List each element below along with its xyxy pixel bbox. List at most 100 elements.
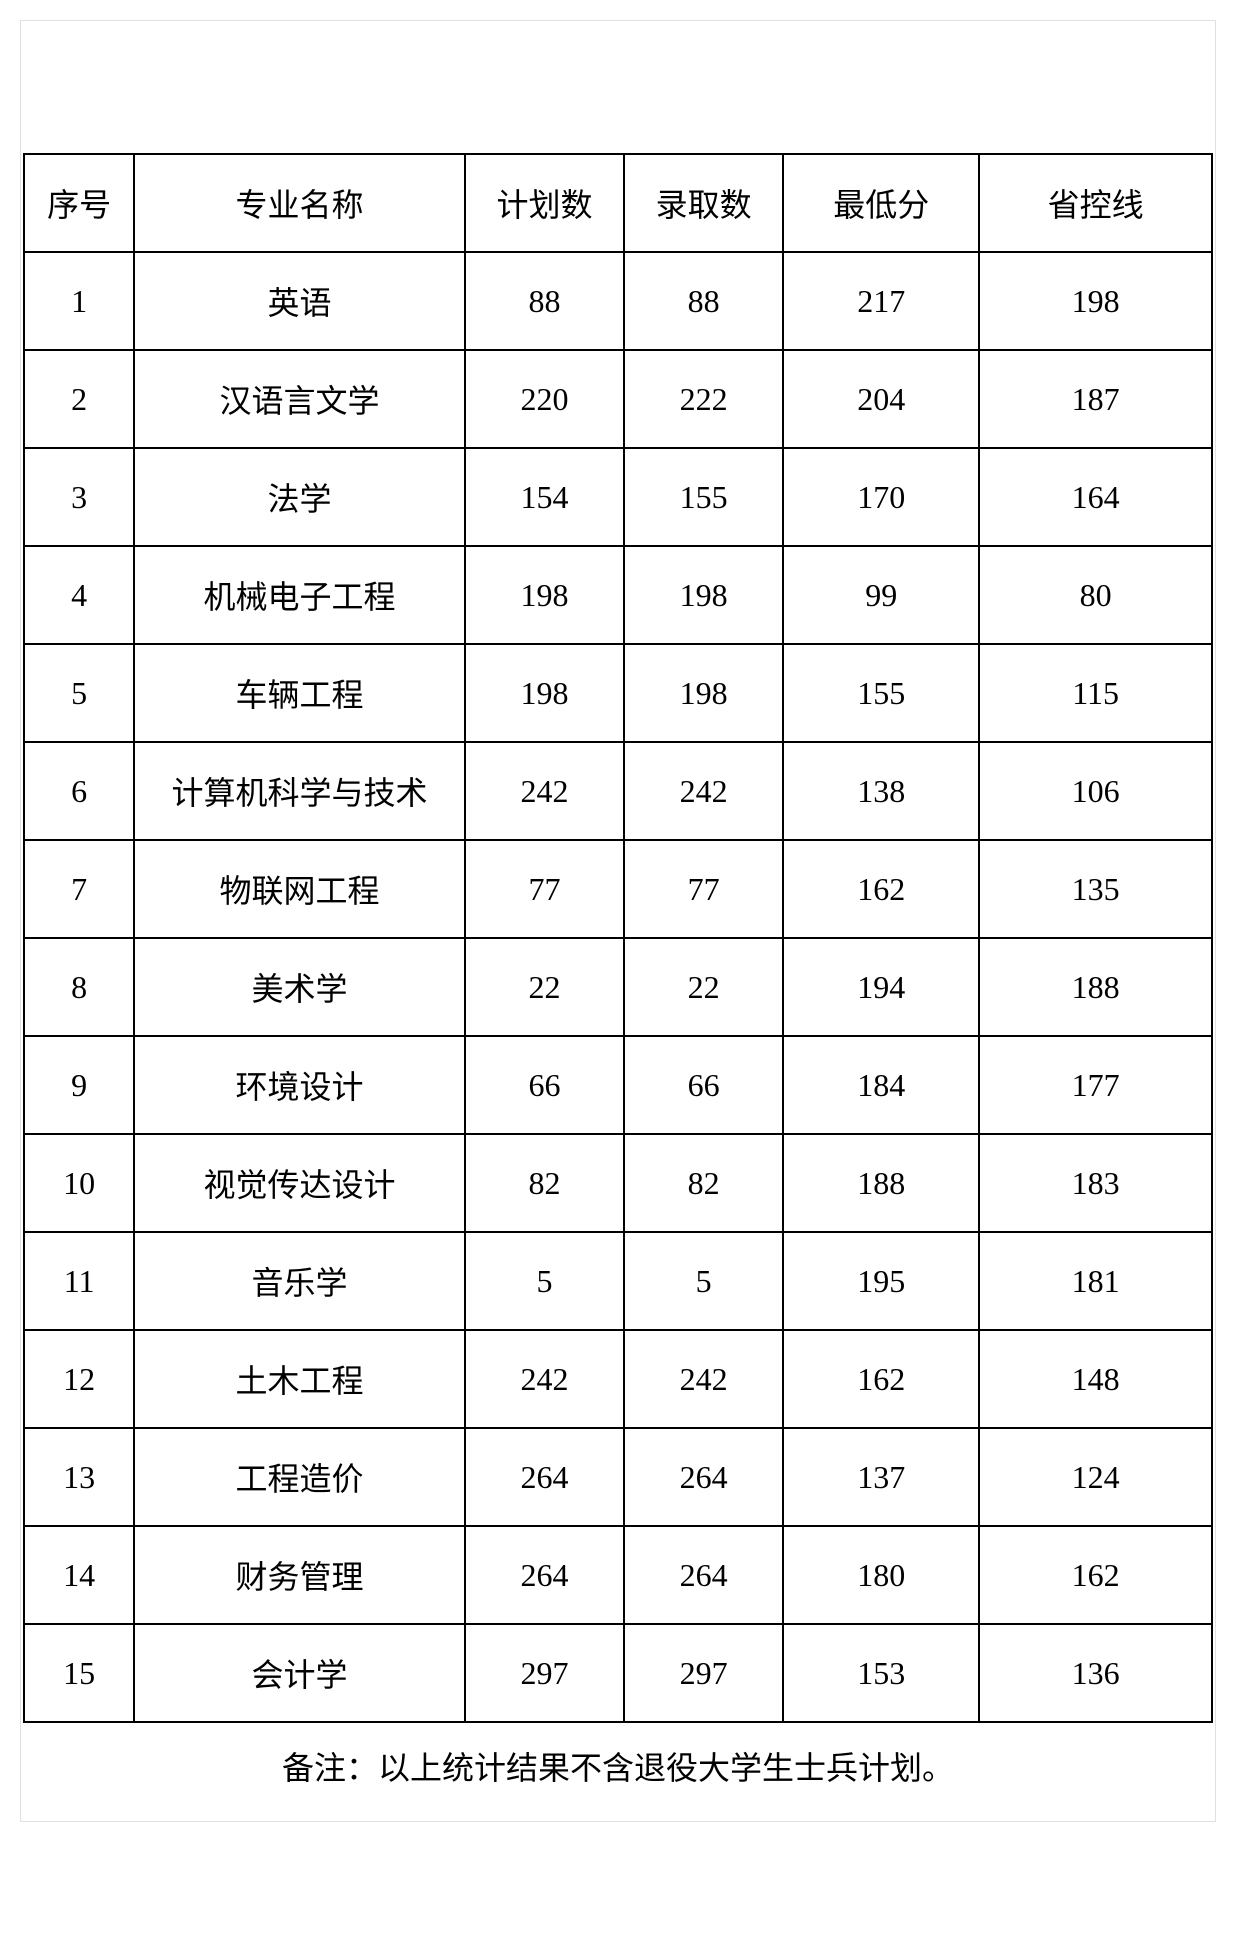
cell-admit: 82 xyxy=(624,1134,783,1232)
header-min: 最低分 xyxy=(783,154,979,252)
table-row: 10 视觉传达设计 82 82 188 183 xyxy=(24,1134,1212,1232)
cell-min: 155 xyxy=(783,644,979,742)
cell-min: 138 xyxy=(783,742,979,840)
cell-min: 153 xyxy=(783,1624,979,1722)
cell-name: 音乐学 xyxy=(134,1232,465,1330)
cell-name: 计算机科学与技术 xyxy=(134,742,465,840)
header-admit: 录取数 xyxy=(624,154,783,252)
cell-seq: 7 xyxy=(24,840,134,938)
cell-admit: 66 xyxy=(624,1036,783,1134)
cell-min: 194 xyxy=(783,938,979,1036)
cell-plan: 220 xyxy=(465,350,624,448)
cell-name: 美术学 xyxy=(134,938,465,1036)
spacer-top xyxy=(23,23,1213,153)
cell-admit: 222 xyxy=(624,350,783,448)
cell-seq: 2 xyxy=(24,350,134,448)
cell-min: 99 xyxy=(783,546,979,644)
cell-admit: 264 xyxy=(624,1526,783,1624)
table-body: 1 英语 88 88 217 198 2 汉语言文学 220 222 204 1… xyxy=(24,252,1212,1722)
cell-plan: 154 xyxy=(465,448,624,546)
cell-seq: 9 xyxy=(24,1036,134,1134)
cell-min: 195 xyxy=(783,1232,979,1330)
cell-seq: 14 xyxy=(24,1526,134,1624)
cell-line: 80 xyxy=(979,546,1212,644)
cell-plan: 242 xyxy=(465,742,624,840)
cell-line: 188 xyxy=(979,938,1212,1036)
admission-table: 序号 专业名称 计划数 录取数 最低分 省控线 1 英语 88 88 217 1… xyxy=(23,153,1213,1723)
cell-line: 198 xyxy=(979,252,1212,350)
cell-admit: 77 xyxy=(624,840,783,938)
cell-min: 180 xyxy=(783,1526,979,1624)
cell-line: 124 xyxy=(979,1428,1212,1526)
table-row: 15 会计学 297 297 153 136 xyxy=(24,1624,1212,1722)
cell-plan: 242 xyxy=(465,1330,624,1428)
cell-plan: 198 xyxy=(465,644,624,742)
cell-line: 181 xyxy=(979,1232,1212,1330)
cell-plan: 82 xyxy=(465,1134,624,1232)
header-line: 省控线 xyxy=(979,154,1212,252)
cell-admit: 22 xyxy=(624,938,783,1036)
cell-name: 法学 xyxy=(134,448,465,546)
cell-admit: 242 xyxy=(624,1330,783,1428)
cell-name: 工程造价 xyxy=(134,1428,465,1526)
cell-name: 土木工程 xyxy=(134,1330,465,1428)
cell-seq: 11 xyxy=(24,1232,134,1330)
cell-name: 车辆工程 xyxy=(134,644,465,742)
table-header-row: 序号 专业名称 计划数 录取数 最低分 省控线 xyxy=(24,154,1212,252)
table-row: 7 物联网工程 77 77 162 135 xyxy=(24,840,1212,938)
table-row: 14 财务管理 264 264 180 162 xyxy=(24,1526,1212,1624)
cell-admit: 242 xyxy=(624,742,783,840)
cell-seq: 13 xyxy=(24,1428,134,1526)
cell-seq: 3 xyxy=(24,448,134,546)
cell-line: 115 xyxy=(979,644,1212,742)
cell-seq: 4 xyxy=(24,546,134,644)
cell-plan: 5 xyxy=(465,1232,624,1330)
cell-min: 204 xyxy=(783,350,979,448)
cell-min: 184 xyxy=(783,1036,979,1134)
header-plan: 计划数 xyxy=(465,154,624,252)
table-container: 序号 专业名称 计划数 录取数 最低分 省控线 1 英语 88 88 217 1… xyxy=(20,20,1216,1822)
cell-plan: 297 xyxy=(465,1624,624,1722)
table-row: 1 英语 88 88 217 198 xyxy=(24,252,1212,350)
cell-seq: 6 xyxy=(24,742,134,840)
table-row: 3 法学 154 155 170 164 xyxy=(24,448,1212,546)
cell-min: 162 xyxy=(783,1330,979,1428)
cell-admit: 198 xyxy=(624,644,783,742)
cell-seq: 10 xyxy=(24,1134,134,1232)
cell-line: 187 xyxy=(979,350,1212,448)
cell-admit: 264 xyxy=(624,1428,783,1526)
table-row: 4 机械电子工程 198 198 99 80 xyxy=(24,546,1212,644)
cell-line: 183 xyxy=(979,1134,1212,1232)
cell-name: 英语 xyxy=(134,252,465,350)
cell-plan: 77 xyxy=(465,840,624,938)
cell-line: 162 xyxy=(979,1526,1212,1624)
cell-line: 148 xyxy=(979,1330,1212,1428)
table-row: 6 计算机科学与技术 242 242 138 106 xyxy=(24,742,1212,840)
cell-plan: 264 xyxy=(465,1526,624,1624)
table-row: 13 工程造价 264 264 137 124 xyxy=(24,1428,1212,1526)
cell-plan: 66 xyxy=(465,1036,624,1134)
cell-admit: 297 xyxy=(624,1624,783,1722)
cell-seq: 12 xyxy=(24,1330,134,1428)
cell-name: 财务管理 xyxy=(134,1526,465,1624)
cell-name: 机械电子工程 xyxy=(134,546,465,644)
cell-line: 177 xyxy=(979,1036,1212,1134)
cell-plan: 22 xyxy=(465,938,624,1036)
table-row: 12 土木工程 242 242 162 148 xyxy=(24,1330,1212,1428)
cell-admit: 5 xyxy=(624,1232,783,1330)
cell-name: 物联网工程 xyxy=(134,840,465,938)
footnote: 备注：以上统计结果不含退役大学生士兵计划。 xyxy=(23,1723,1213,1819)
cell-plan: 198 xyxy=(465,546,624,644)
cell-seq: 15 xyxy=(24,1624,134,1722)
cell-line: 106 xyxy=(979,742,1212,840)
cell-line: 135 xyxy=(979,840,1212,938)
cell-seq: 1 xyxy=(24,252,134,350)
cell-name: 会计学 xyxy=(134,1624,465,1722)
cell-min: 170 xyxy=(783,448,979,546)
cell-min: 162 xyxy=(783,840,979,938)
cell-name: 环境设计 xyxy=(134,1036,465,1134)
cell-min: 217 xyxy=(783,252,979,350)
cell-seq: 8 xyxy=(24,938,134,1036)
header-name: 专业名称 xyxy=(134,154,465,252)
cell-min: 188 xyxy=(783,1134,979,1232)
